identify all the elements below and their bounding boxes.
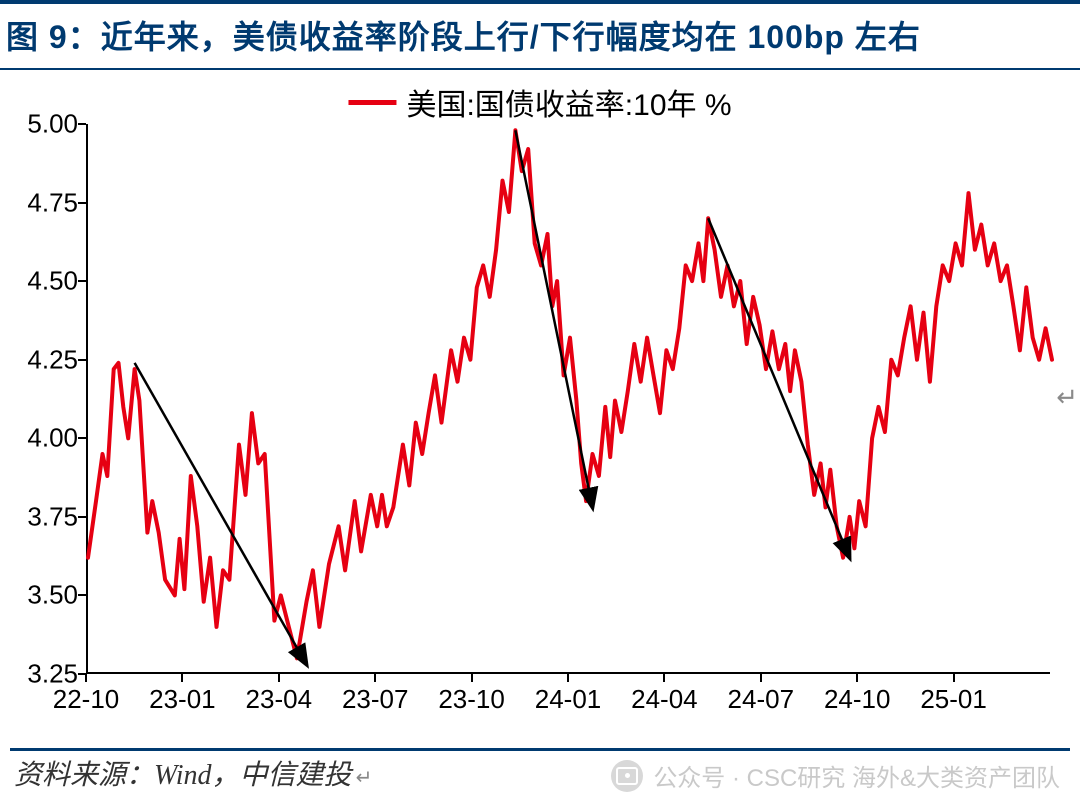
chart-plot xyxy=(86,124,1050,674)
y-tick-mark xyxy=(78,516,86,518)
x-tick-label: 23-10 xyxy=(438,684,505,715)
legend-label: 美国:国债收益率:10年 % xyxy=(406,80,731,124)
y-tick-label: 3.75 xyxy=(10,501,78,532)
x-tick-mark xyxy=(953,674,955,682)
x-tick-label: 24-04 xyxy=(631,684,698,715)
y-tick-label: 4.00 xyxy=(10,423,78,454)
legend-swatch xyxy=(348,100,396,105)
x-tick-label: 24-10 xyxy=(824,684,891,715)
return-glyph: ↵ xyxy=(1056,382,1078,413)
chart-title-bar: 图 9：近年来，美债收益率阶段上行/下行幅度均在 100bp 左右 xyxy=(0,0,1080,70)
watermark: 公众号 · CSC研究 海外&大类资产团队 xyxy=(611,758,1060,793)
chart-svg xyxy=(88,124,1052,674)
wechat-icon xyxy=(611,760,643,792)
x-tick-mark xyxy=(567,674,569,682)
x-tick-label: 25-01 xyxy=(920,684,987,715)
y-tick-mark xyxy=(78,202,86,204)
x-tick-label: 23-04 xyxy=(246,684,313,715)
x-tick-mark xyxy=(85,674,87,682)
chart-legend: 美国:国债收益率:10年 % xyxy=(348,80,731,124)
x-tick-mark xyxy=(181,674,183,682)
x-tick-mark xyxy=(278,674,280,682)
x-tick-mark xyxy=(471,674,473,682)
source-label: 资料来源：Wind，中信建投 xyxy=(14,760,352,791)
source-text: 资料来源：Wind，中信建投↵ xyxy=(14,753,372,793)
y-tick-label: 3.50 xyxy=(10,580,78,611)
x-tick-label: 24-01 xyxy=(535,684,602,715)
footer-rule xyxy=(10,748,1070,751)
y-tick-mark xyxy=(78,359,86,361)
y-tick-label: 5.00 xyxy=(10,109,78,140)
y-tick-label: 4.25 xyxy=(10,344,78,375)
x-tick-mark xyxy=(856,674,858,682)
x-tick-mark xyxy=(663,674,665,682)
chart-title: 图 9：近年来，美债收益率阶段上行/下行幅度均在 100bp 左右 xyxy=(6,12,1074,58)
x-tick-mark xyxy=(760,674,762,682)
watermark-label: 公众号 · CSC研究 海外&大类资产团队 xyxy=(653,758,1060,793)
y-tick-label: 4.75 xyxy=(10,187,78,218)
y-tick-mark xyxy=(78,594,86,596)
y-tick-mark xyxy=(78,437,86,439)
x-tick-label: 24-07 xyxy=(728,684,795,715)
x-tick-mark xyxy=(374,674,376,682)
x-tick-label: 22-10 xyxy=(53,684,120,715)
x-tick-label: 23-07 xyxy=(342,684,409,715)
y-tick-mark xyxy=(78,123,86,125)
y-tick-mark xyxy=(78,280,86,282)
chart-area: 美国:国债收益率:10年 % 3.253.503.754.004.254.504… xyxy=(10,80,1070,730)
y-tick-label: 4.50 xyxy=(10,266,78,297)
x-tick-label: 23-01 xyxy=(149,684,216,715)
